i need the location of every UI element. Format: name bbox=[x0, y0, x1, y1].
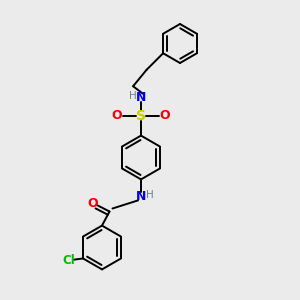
Text: O: O bbox=[112, 109, 122, 122]
Text: H: H bbox=[129, 91, 136, 101]
Text: N: N bbox=[136, 91, 146, 104]
Text: S: S bbox=[136, 109, 146, 122]
Text: O: O bbox=[160, 109, 170, 122]
Text: H: H bbox=[146, 190, 153, 200]
Text: N: N bbox=[136, 190, 146, 203]
Text: Cl: Cl bbox=[62, 254, 75, 267]
Text: O: O bbox=[88, 196, 98, 210]
